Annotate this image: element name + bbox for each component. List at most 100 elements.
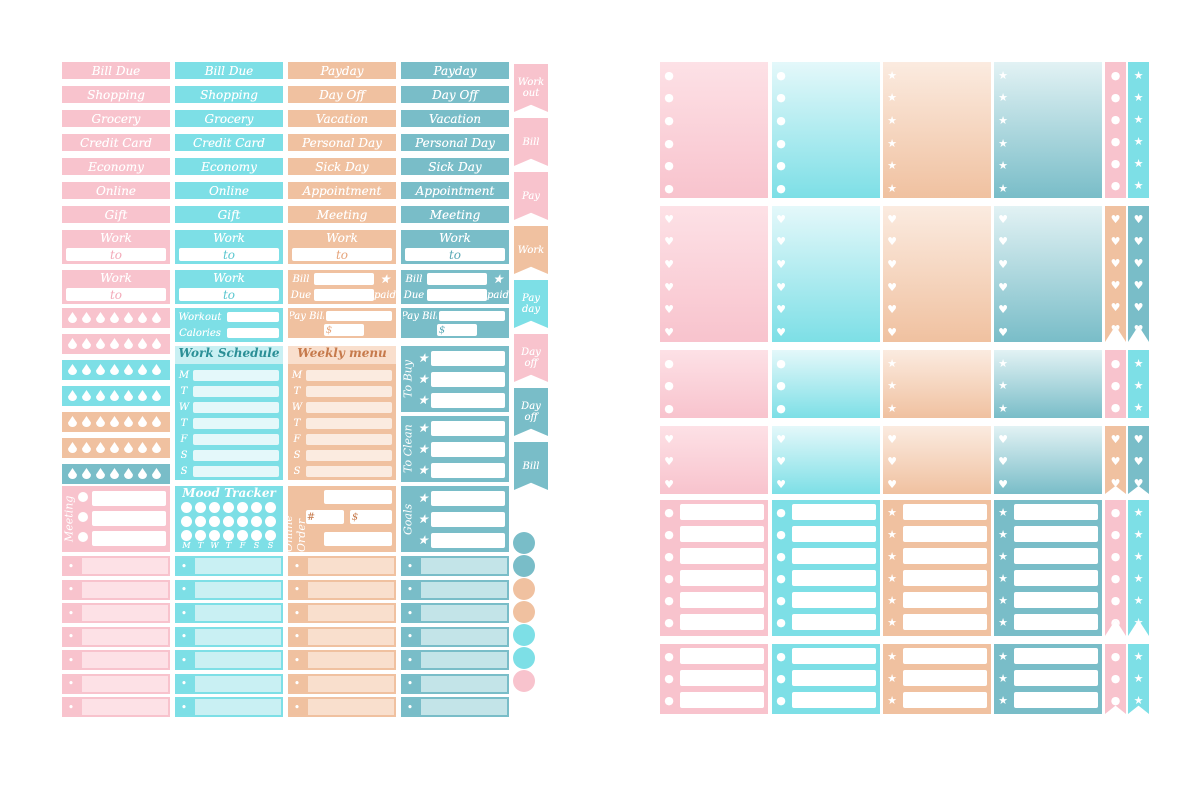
water-drop-icon xyxy=(96,364,105,375)
side-icon: ★ xyxy=(1133,156,1144,170)
row-box xyxy=(308,581,394,598)
icon-checkbox-sticker: • xyxy=(62,603,170,623)
checklist-box xyxy=(1014,670,1098,686)
row-box xyxy=(195,628,281,645)
icon-checkbox-sticker: • xyxy=(62,697,170,717)
side-banner-sticker: ● ● ● xyxy=(1105,644,1126,714)
water-drop-icon xyxy=(110,390,119,401)
water-drop-icon xyxy=(110,312,119,323)
checklist-icon: ● xyxy=(664,68,674,82)
row-icon: • xyxy=(293,653,301,667)
checklist-icon: ♥ xyxy=(776,280,786,294)
water-drop-icon xyxy=(138,312,147,323)
checklist-icon: ♥ xyxy=(664,212,674,226)
label-sticker: Grocery xyxy=(62,110,170,127)
star-icon: ★ xyxy=(417,393,429,407)
menu-day-box xyxy=(306,418,392,429)
meeting-box xyxy=(92,511,166,526)
mood-face-icon xyxy=(265,530,276,541)
dot-sticker xyxy=(513,555,535,577)
checklist-icon: ♥ xyxy=(776,303,786,317)
water-drop-icon xyxy=(124,338,133,349)
water-drop-icon xyxy=(124,364,133,375)
pay-bill-sticker: Pay Bill$ xyxy=(401,308,509,338)
icon-checkbox-sticker: • xyxy=(62,673,170,694)
work-text: Work xyxy=(326,231,358,245)
checklist-icon: ★ xyxy=(887,402,897,416)
to-text: to xyxy=(109,248,123,261)
checklist-icon: ♥ xyxy=(887,326,897,340)
water-drop-icon xyxy=(152,338,161,349)
row-box xyxy=(82,699,168,715)
icon-checkbox-sticker: • xyxy=(175,579,283,600)
menu-day-box xyxy=(306,370,392,381)
side-icon: ★ xyxy=(1133,671,1144,685)
checklist-box xyxy=(1014,648,1098,664)
work-schedule-sticker: Work Schedule M T W T F S S xyxy=(175,346,283,480)
row-box xyxy=(421,699,507,715)
gradient-checklist-sticker: ♥ ♥ ♥ ♥ ♥ ♥ xyxy=(994,206,1102,342)
work-text: Work xyxy=(213,231,245,245)
side-icon: ♥ xyxy=(1110,476,1121,490)
row-icon: • xyxy=(293,559,301,573)
gradient-checklist-sticker: ★ ★ ★ xyxy=(883,350,991,418)
water-drop-icon xyxy=(152,390,161,401)
side-icon: ★ xyxy=(1133,505,1144,519)
row-box xyxy=(82,675,168,692)
work-sticker: Work to xyxy=(175,270,283,304)
checklist-icon: ★ xyxy=(887,593,897,607)
checklist-title: Goals xyxy=(401,503,415,535)
side-icon: ● xyxy=(1110,671,1121,685)
pay-bill-sticker: Pay Bill$ xyxy=(288,308,396,338)
water-drop-icon xyxy=(82,416,91,427)
work-to-box xyxy=(179,248,279,261)
water-drop-icon xyxy=(68,338,77,349)
dot-sticker xyxy=(513,624,535,646)
checklist-title: To Buy xyxy=(401,360,415,398)
side-icon: ♥ xyxy=(1110,256,1121,270)
checklist-icon: ★ xyxy=(887,182,897,196)
side-icon: ♥ xyxy=(1110,278,1121,292)
icon-checkbox-sticker: • xyxy=(175,650,283,670)
side-banner-sticker: ♥ ♥ ♥ ♥ ♥ ♥ xyxy=(1128,206,1149,342)
label-sticker: Vacation xyxy=(401,110,509,127)
left-sticker-sheet: Bill Due Shopping Grocery Credit Card Econom… xyxy=(60,60,560,720)
work-to-box xyxy=(179,288,279,301)
mood-face-icon xyxy=(237,516,248,527)
water-drop-icon xyxy=(110,416,119,427)
online-order-sticker: Online Order # $ xyxy=(282,486,396,552)
order-amount-box xyxy=(350,510,392,524)
work-to-box xyxy=(66,248,166,261)
checklist-icon: ● xyxy=(776,505,786,519)
label-sticker: Shopping xyxy=(175,86,283,103)
icon-checkbox-sticker: • xyxy=(288,650,396,670)
star-icon: ★ xyxy=(417,463,429,477)
flag-sticker: Work xyxy=(514,226,548,274)
checklist-icon: ● xyxy=(776,356,786,370)
mood-face-icon xyxy=(195,502,206,513)
day-letter: F xyxy=(239,540,246,550)
work-sticker: Work to xyxy=(62,230,170,264)
checklist-icon: ♥ xyxy=(887,455,897,469)
mood-face-icon xyxy=(209,502,220,513)
dot-sticker xyxy=(513,647,535,669)
label-sticker: Economy xyxy=(175,158,283,175)
box-checklist-sticker: ● ● ● xyxy=(660,644,768,714)
side-banner-sticker: ● ● ● ● ● ● xyxy=(1105,500,1126,636)
checklist-icon: ♥ xyxy=(776,326,786,340)
icon-checkbox-sticker: • xyxy=(401,556,509,576)
row-icon: • xyxy=(67,630,75,643)
day-letter: M xyxy=(178,369,190,381)
checklist-box xyxy=(792,548,876,564)
checklist-icon: ★ xyxy=(998,693,1008,707)
water-drop-icon xyxy=(152,468,161,479)
flag-sticker: Work out xyxy=(514,64,548,112)
icon-checkbox-sticker: • xyxy=(401,603,509,623)
side-icon: ★ xyxy=(1133,134,1144,148)
day-box xyxy=(193,450,279,461)
mood-face-icon xyxy=(181,516,192,527)
dot-sticker xyxy=(513,578,535,600)
checklist-icon: ♥ xyxy=(887,212,897,226)
gradient-checklist-sticker: ♥ ♥ ♥ xyxy=(772,426,880,494)
row-icon: • xyxy=(406,677,414,690)
